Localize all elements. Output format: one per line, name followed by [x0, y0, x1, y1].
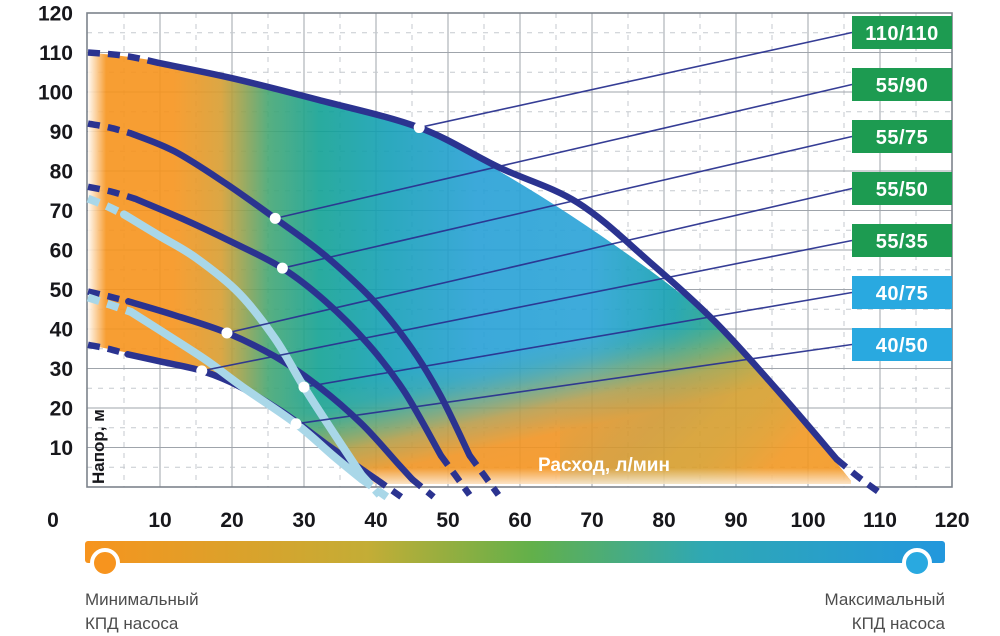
y-tick-40: 40 — [50, 319, 73, 342]
badge-label-40-50: 40/50 — [876, 335, 929, 357]
x-tick-100: 100 — [790, 509, 825, 532]
y-tick-20: 20 — [50, 398, 73, 421]
y-axis-label: Напор, м — [89, 409, 108, 484]
curve-55-90-dashed — [87, 120, 133, 137]
x-tick-20: 20 — [220, 509, 243, 532]
min-efficiency-label-line1: Минимальный — [85, 590, 199, 609]
x-tick-40: 40 — [364, 509, 387, 532]
leader-55-50 — [226, 187, 853, 334]
efficiency-legend: Минимальный КПД насоса Максимальный КПД … — [85, 541, 946, 633]
badge-55-50 — [852, 172, 952, 205]
y-tick-30: 30 — [50, 358, 73, 381]
badge-label-55-75: 55/75 — [876, 127, 929, 149]
leader-55-90 — [275, 83, 853, 220]
badge-label-55-50: 55/50 — [876, 179, 929, 201]
curve-55-35-dashed — [374, 476, 404, 500]
x-axis-ticks: 0 10 20 30 40 50 60 70 80 90 100 110 120 — [47, 509, 969, 532]
marker-55-35 — [196, 365, 208, 377]
marker-55-50 — [221, 327, 233, 339]
x-axis-label: Расход, л/мин — [538, 455, 670, 476]
badge-55-35 — [852, 224, 952, 257]
leader-55-75 — [282, 135, 853, 269]
curve-55-75-dashed — [87, 183, 136, 202]
marker-55-90 — [269, 212, 281, 224]
curve-55-50-dashed — [409, 476, 436, 500]
badge-110-110 — [852, 16, 952, 49]
x-tick-90: 90 — [724, 509, 747, 532]
y-tick-60: 60 — [50, 240, 73, 263]
y-tick-50: 50 — [50, 279, 73, 302]
x-tick-0: 0 — [47, 509, 59, 532]
curve-110-110-dashed — [87, 49, 161, 67]
badge-55-75 — [852, 120, 952, 153]
x-tick-10: 10 — [148, 509, 171, 532]
y-tick-10: 10 — [50, 437, 73, 460]
marker-40-50 — [290, 418, 302, 430]
max-efficiency-label-line1: Максимальный — [825, 590, 945, 609]
curve-40-75-solid — [120, 210, 366, 480]
curve-55-50-dashed — [87, 288, 130, 305]
curve-55-90-dashed — [466, 453, 502, 497]
curve-55-35-dashed — [87, 341, 129, 358]
x-tick-60: 60 — [508, 509, 531, 532]
y-tick-120: 120 — [38, 3, 73, 26]
marker-55-75 — [276, 262, 288, 274]
badge-label-55-90: 55/90 — [876, 75, 929, 97]
y-tick-90: 90 — [50, 121, 73, 144]
max-efficiency-label-line2: КПД насоса — [852, 614, 946, 633]
model-badges: 110/110 55/90 55/75 55/50 55/35 40/75 40/50 — [852, 16, 952, 361]
pump-curves — [86, 49, 882, 501]
leader-55-35 — [201, 239, 853, 372]
x-tick-120: 120 — [934, 509, 969, 532]
efficiency-gradient-bar — [85, 541, 945, 563]
leader-40-50 — [295, 343, 853, 425]
badge-label-55-35: 55/35 — [876, 231, 929, 253]
x-tick-50: 50 — [436, 509, 459, 532]
callout-leaders — [196, 31, 853, 430]
badge-label-110-110: 110/110 — [865, 23, 939, 45]
max-efficiency-dot — [902, 548, 932, 578]
leader-40-75 — [303, 291, 853, 388]
curve-40-50-dashed — [86, 293, 133, 316]
curve-110-110-dashed — [834, 456, 882, 496]
curve-40-50-solid — [127, 308, 366, 484]
min-efficiency-label-line2: КПД насоса — [85, 614, 179, 633]
marker-110-110 — [413, 122, 425, 134]
badge-40-75 — [852, 276, 952, 309]
curve-40-75-dashed — [86, 194, 126, 219]
y-axis-ticks: 120 110 100 90 80 70 60 50 40 30 20 10 — [38, 3, 73, 461]
badge-55-90 — [852, 68, 952, 101]
x-tick-70: 70 — [580, 509, 603, 532]
y-tick-110: 110 — [39, 42, 73, 65]
badge-40-50 — [852, 328, 952, 361]
y-tick-100: 100 — [38, 82, 73, 105]
curve-40-50-dashed — [359, 475, 390, 501]
min-efficiency-dot — [90, 548, 120, 578]
curve-55-75-solid — [131, 195, 445, 459]
y-tick-80: 80 — [50, 161, 73, 184]
curve-55-90-solid — [127, 130, 473, 459]
x-tick-110: 110 — [863, 509, 897, 532]
x-tick-80: 80 — [652, 509, 675, 532]
curve-55-75-dashed — [438, 453, 473, 497]
badge-label-40-75: 40/75 — [876, 283, 929, 305]
leader-110-110 — [419, 31, 853, 129]
curve-110-110-solid — [156, 59, 841, 463]
y-tick-70: 70 — [50, 200, 73, 223]
marker-40-75 — [298, 381, 310, 393]
x-tick-30: 30 — [292, 509, 315, 532]
